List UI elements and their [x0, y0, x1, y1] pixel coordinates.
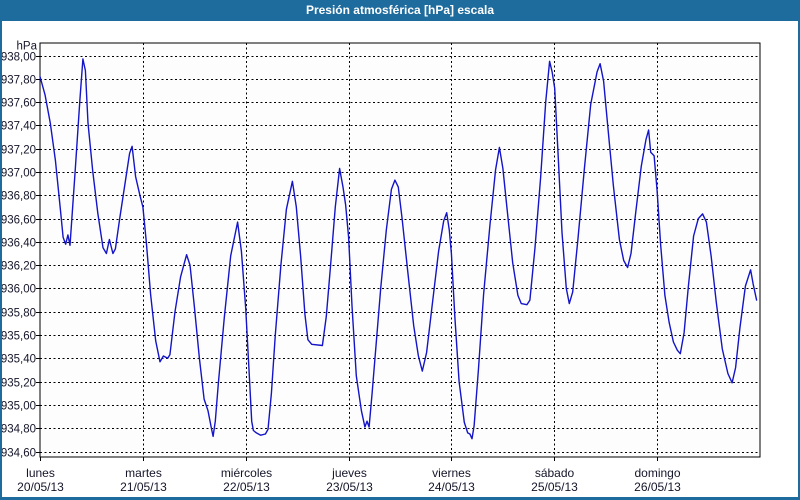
plot-area	[39, 42, 761, 458]
y-axis-tick-label: 935,40	[2, 354, 36, 366]
y-axis-tick-label: 937,40	[2, 121, 36, 133]
day-name-label: lunes	[26, 466, 55, 480]
chart-title: Presión atmosférica [hPa] escala	[305, 3, 495, 17]
y-axis-tick-label: 935,60	[2, 331, 36, 343]
day-date-label: 20/05/13	[17, 480, 64, 494]
y-axis-tick-label: 937,60	[2, 98, 36, 110]
day-name-label: martes	[125, 466, 162, 480]
y-axis-tick-label: 936,60	[2, 215, 36, 227]
y-axis-tick-label: 934,80	[2, 424, 36, 436]
y-axis-tick-label: 936,00	[2, 284, 36, 296]
day-date-label: 22/05/13	[223, 480, 270, 494]
y-axis-tick-label: 936,20	[2, 261, 36, 273]
y-axis-tick-label: 937,80	[2, 75, 36, 87]
y-axis-unit-label: hPa	[17, 41, 38, 53]
day-name-label: domingo	[634, 466, 680, 480]
y-axis-tick-label: 938,00	[2, 52, 36, 64]
pressure-line-chart: 938,00 937,80 937,60 937,40 937,20 937,00 936,…	[2, 41, 761, 494]
y-axis-tick-label: 937,00	[2, 168, 36, 180]
chart-title-bar: Presión atmosférica [hPa] escala	[2, 0, 798, 21]
y-axis: 938,00 937,80 937,60 937,40 937,20 937,00 936,…	[2, 52, 760, 460]
y-axis-tick-label: 935,00	[2, 401, 36, 413]
chart-content: 938,00 937,80 937,60 937,40 937,20 937,00 936,…	[2, 21, 798, 497]
y-axis-tick-label: 936,80	[2, 191, 36, 203]
day-date-label: 25/05/13	[531, 480, 578, 494]
day-date-label: 21/05/13	[120, 480, 167, 494]
y-axis-tick-label: 936,40	[2, 238, 36, 250]
day-name-label: viernes	[432, 466, 471, 480]
y-axis-tick-label: 937,20	[2, 145, 36, 157]
y-axis-tick-label: 935,20	[2, 378, 36, 390]
y-axis-tick-label: 934,60	[2, 448, 36, 460]
day-date-label: 26/05/13	[634, 480, 681, 494]
y-axis-tick-label: 935,80	[2, 308, 36, 320]
day-date-label: 23/05/13	[326, 480, 373, 494]
day-name-label: sábado	[535, 466, 575, 480]
pressure-series-line	[39, 58, 758, 440]
day-date-label: 24/05/13	[428, 480, 475, 494]
day-name-label: jueves	[331, 466, 367, 480]
day-name-label: miércoles	[221, 466, 272, 480]
